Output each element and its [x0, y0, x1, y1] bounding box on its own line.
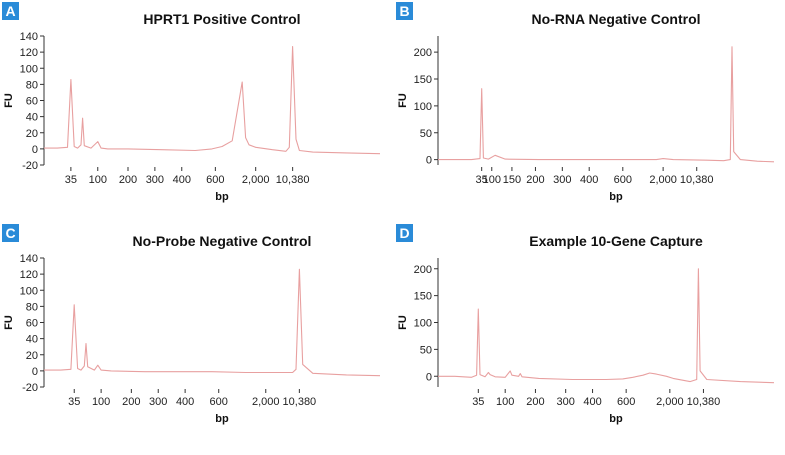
chart-svg: Example 10-Gene Capture 0 50 100 150 200 35 100…	[397, 233, 775, 425]
electropherogram-trace	[44, 268, 381, 377]
x-tick-label: 300	[149, 396, 167, 408]
y-tick-label: 150	[414, 291, 432, 303]
x-tick-label: 600	[614, 174, 632, 186]
y-tick-label: -20	[22, 382, 38, 394]
x-tick-label: 10,380	[687, 396, 721, 408]
x-tick-label: 2,000	[242, 174, 270, 186]
y-tick-label: 60	[26, 96, 38, 108]
chart-svg: HPRT1 Positive Control -20 0 20 40 60 80 100 120…	[3, 11, 381, 203]
y-axis-label: FU	[3, 93, 15, 108]
x-tick-label: 35	[65, 174, 77, 186]
y-tick-label: 50	[420, 344, 432, 356]
y-tick-label: 100	[414, 318, 432, 330]
x-tick-label: 400	[176, 396, 194, 408]
x-tick-label: 10,380	[283, 396, 317, 408]
chart-panel-b: B No-RNA Negative Control 0 50 100 150 200 35 10…	[394, 0, 785, 227]
y-tick-label: 200	[414, 264, 432, 276]
electropherogram-trace	[438, 268, 775, 384]
chart-title: No-RNA Negative Control	[531, 11, 700, 27]
x-tick-label: 2,000	[656, 396, 684, 408]
y-tick-label: 100	[20, 285, 38, 297]
x-axis-label: bp	[609, 413, 623, 425]
x-tick-label: 200	[526, 174, 544, 186]
x-tick-label: 300	[557, 396, 575, 408]
x-axis-label: bp	[215, 191, 229, 203]
y-tick-label: 120	[20, 269, 38, 281]
y-tick-label: 60	[26, 318, 38, 330]
y-tick-label: 40	[26, 112, 38, 124]
chart-title: HPRT1 Positive Control	[143, 11, 300, 27]
x-tick-label: 100	[483, 174, 501, 186]
chart-title: No-Probe Negative Control	[133, 233, 312, 249]
y-axis-label: FU	[397, 93, 409, 108]
x-tick-label: 600	[617, 396, 635, 408]
x-tick-label: 400	[173, 174, 191, 186]
chart-panel-d: D Example 10-Gene Capture 0 50 100 150 200 35 10…	[394, 222, 785, 449]
electropherogram-trace	[44, 45, 381, 155]
panel-badge: A	[2, 2, 19, 20]
chart-panel-c: C No-Probe Negative Control -20 0 20 40 60 80 10…	[0, 222, 392, 449]
y-tick-label: 80	[26, 301, 38, 313]
x-tick-label: 100	[89, 174, 107, 186]
y-tick-label: 150	[414, 74, 432, 86]
y-tick-label: 0	[32, 144, 38, 156]
y-tick-label: -20	[22, 160, 38, 172]
chart-title: Example 10-Gene Capture	[529, 233, 703, 249]
panel-badge: B	[396, 2, 413, 20]
x-tick-label: 200	[119, 174, 137, 186]
y-tick-label: 120	[20, 47, 38, 59]
x-tick-label: 100	[496, 396, 514, 408]
x-tick-label: 600	[210, 396, 228, 408]
x-tick-label: 35	[476, 174, 488, 186]
x-tick-label: 300	[146, 174, 164, 186]
x-tick-label: 300	[553, 174, 571, 186]
y-tick-label: 100	[20, 63, 38, 75]
x-tick-label: 10,380	[680, 174, 714, 186]
x-tick-label: 35	[472, 396, 484, 408]
x-tick-label: 400	[583, 396, 601, 408]
x-tick-label: 35	[68, 396, 80, 408]
y-tick-label: 140	[20, 253, 38, 265]
x-tick-label: 150	[503, 174, 521, 186]
x-tick-label: 100	[92, 396, 110, 408]
y-tick-label: 20	[26, 128, 38, 140]
chart-svg: No-RNA Negative Control05010015020035100…	[397, 11, 775, 203]
y-axis-label: FU	[3, 315, 15, 330]
y-tick-label: 0	[426, 155, 432, 167]
chart-svg: No-Probe Negative Control -20 0 20 40 60 80 100…	[3, 233, 381, 425]
x-tick-label: 2,000	[649, 174, 677, 186]
electropherogram-trace	[438, 46, 775, 163]
y-tick-label: 20	[26, 350, 38, 362]
y-tick-label: 50	[420, 128, 432, 140]
chart-panel-a: A HPRT1 Positive Control -20 0 20 40 60 80 100 12…	[0, 0, 392, 227]
panel-badge: C	[2, 224, 19, 242]
y-tick-label: 100	[414, 101, 432, 113]
x-tick-label: 200	[526, 396, 544, 408]
x-tick-label: 10,380	[276, 174, 310, 186]
panel-badge: D	[396, 224, 413, 242]
x-axis-label: bp	[609, 191, 623, 203]
y-tick-label: 0	[426, 371, 432, 383]
y-tick-label: 140	[20, 31, 38, 43]
x-axis-label: bp	[215, 413, 229, 425]
x-tick-label: 2,000	[252, 396, 280, 408]
y-axis-label: FU	[397, 315, 409, 330]
y-tick-label: 40	[26, 334, 38, 346]
y-tick-label: 200	[414, 47, 432, 59]
x-tick-label: 200	[122, 396, 140, 408]
x-tick-label: 400	[580, 174, 598, 186]
y-tick-label: 0	[32, 366, 38, 378]
y-tick-label: 80	[26, 79, 38, 91]
x-tick-label: 600	[206, 174, 224, 186]
